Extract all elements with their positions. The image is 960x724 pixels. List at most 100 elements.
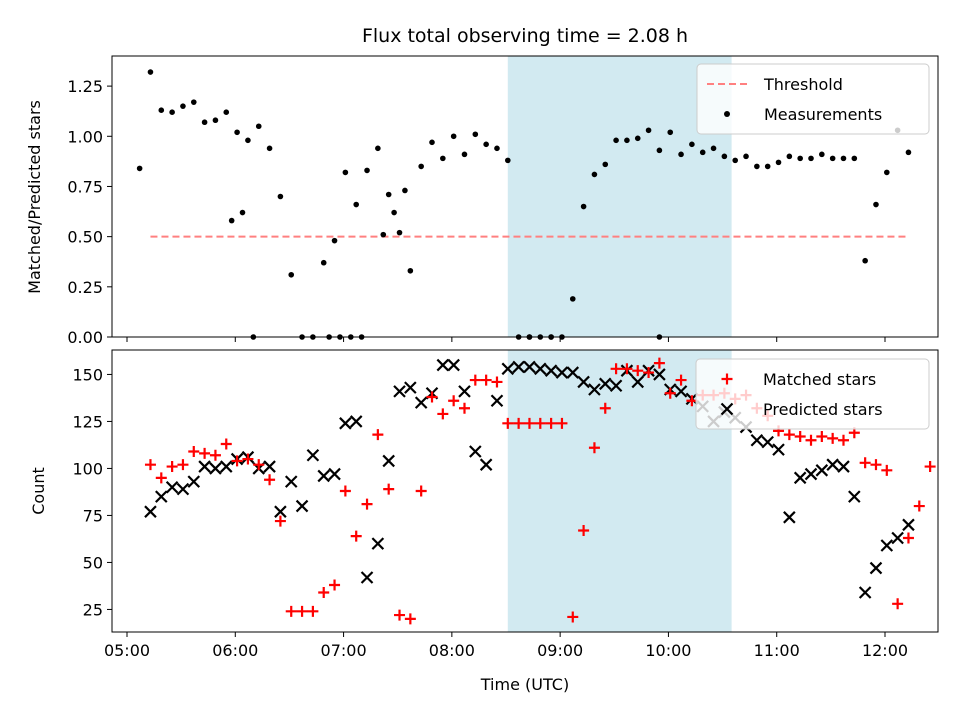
y-tick-label-bottom: 75: [83, 506, 103, 525]
matched-stars-point: [534, 417, 546, 429]
legend-threshold-label: Threshold: [763, 75, 843, 94]
y-tick-label-bottom: 50: [83, 553, 103, 572]
measurement-point: [380, 231, 387, 238]
measurement-point: [569, 296, 576, 302]
measurement-point: [786, 153, 793, 160]
matched-stars-point: [588, 442, 600, 454]
measurement-point: [710, 145, 717, 152]
measurement-point: [331, 237, 338, 244]
matched-stars-point: [220, 438, 232, 450]
matched-stars-point: [437, 408, 449, 420]
y-tick-label-top: 0.75: [67, 177, 103, 196]
predicted-stars-point: [284, 475, 298, 488]
matched-stars-point: [339, 485, 351, 497]
predicted-stars-point: [436, 358, 450, 372]
measurement-point: [667, 129, 674, 136]
measurement-point: [624, 137, 630, 144]
matched-stars-point: [415, 485, 427, 497]
x-tick-label: 09:00: [537, 641, 583, 660]
predicted-stars-point: [837, 460, 850, 473]
predicted-stars-point: [555, 366, 569, 379]
matched-stars-point: [188, 446, 200, 458]
measurement-point: [829, 155, 836, 162]
matched-stars-point: [274, 515, 286, 527]
matched-stars-point: [578, 524, 590, 536]
measurement-point: [494, 145, 500, 152]
matched-stars-point: [621, 363, 633, 375]
x-tick-label: 07:00: [321, 641, 367, 660]
matched-stars-point: [664, 387, 676, 399]
measurement-point: [169, 109, 175, 115]
matched-stars-point: [902, 532, 914, 544]
matched-stars-point: [491, 376, 503, 388]
y-tick-label-top: 1.00: [67, 127, 103, 146]
matched-stars-point: [372, 429, 384, 441]
x-tick-label: 10:00: [645, 641, 691, 660]
measurement-point: [147, 69, 154, 75]
y-tick-label-bottom: 150: [72, 365, 103, 384]
matched-stars-point: [523, 417, 535, 429]
measurement-point: [201, 119, 208, 126]
legend-predicted-label: Predicted stars: [763, 400, 883, 419]
axes-frame-bottom: [111, 349, 939, 633]
predicted-stars-point: [512, 360, 525, 374]
measurement-point: [391, 209, 397, 216]
predicted-stars-point: [295, 499, 309, 513]
legend-matched-label: Matched stars: [763, 370, 876, 389]
measurement-point: [180, 103, 186, 109]
matched-stars-point: [816, 430, 828, 442]
matched-stars-point: [859, 457, 871, 469]
matched-stars-point: [653, 357, 665, 369]
predicted-stars-point: [772, 443, 785, 456]
measurement-point: [764, 163, 771, 170]
measurement-point: [472, 131, 479, 138]
matched-stars-point: [426, 391, 438, 403]
predicted-stars-point: [750, 433, 764, 447]
measurement-point: [602, 161, 609, 168]
measurement-point: [320, 259, 327, 266]
matched-stars-point: [870, 459, 882, 471]
measurement-point: [689, 141, 695, 148]
predicted-stars-point: [219, 460, 233, 473]
measurement-point: [819, 151, 825, 158]
matched-stars-point: [924, 461, 936, 473]
measurement-point: [277, 193, 284, 200]
predicted-stars-point: [198, 460, 211, 473]
matched-stars-point: [177, 459, 189, 471]
matched-stars-point: [783, 429, 795, 441]
matched-stars-point: [881, 464, 893, 476]
y-axis-label-bottom: Count: [29, 467, 48, 515]
predicted-stars-point: [783, 511, 796, 524]
predicted-stars-point: [577, 375, 590, 389]
matched-stars-point: [296, 605, 308, 617]
predicted-stars-point: [631, 375, 645, 389]
predicted-stars-point: [176, 482, 190, 496]
matched-stars-point: [448, 395, 460, 407]
legend-matched-swatch: [721, 373, 733, 385]
measurement-point: [255, 123, 262, 130]
y-axis-label-top: Matched/Predicted stars: [25, 100, 44, 294]
x-tick-label: 12:00: [862, 641, 908, 660]
predicted-stars-point: [328, 467, 341, 481]
y-ticks-bottom: 25 50 75 100 125 150: [72, 365, 112, 619]
matched-stars-point: [361, 498, 373, 510]
predicted-stars-point: [804, 467, 818, 481]
legend-bottom: Matched stars Predicted stars: [695, 358, 930, 430]
predicted-stars-point: [404, 381, 417, 394]
matched-stars-point: [329, 579, 341, 591]
measurement-point: [580, 203, 587, 210]
predicted-stars-point: [880, 539, 894, 552]
measurement-point: [223, 109, 230, 115]
predicted-stars-point: [144, 505, 157, 518]
predicted-stars-point: [306, 449, 320, 462]
predicted-stars-point: [826, 458, 839, 471]
predicted-stars-point: [653, 368, 666, 381]
legend-measurements-label: Measurements: [764, 105, 882, 124]
matched-stars-point: [144, 459, 156, 471]
predicted-stars-point: [858, 586, 872, 599]
measurement-point: [239, 209, 246, 216]
measurement-point: [851, 155, 858, 162]
predicted-stars-point: [469, 445, 482, 458]
matched-stars-point: [383, 483, 395, 495]
matched-stars-point: [513, 417, 525, 429]
